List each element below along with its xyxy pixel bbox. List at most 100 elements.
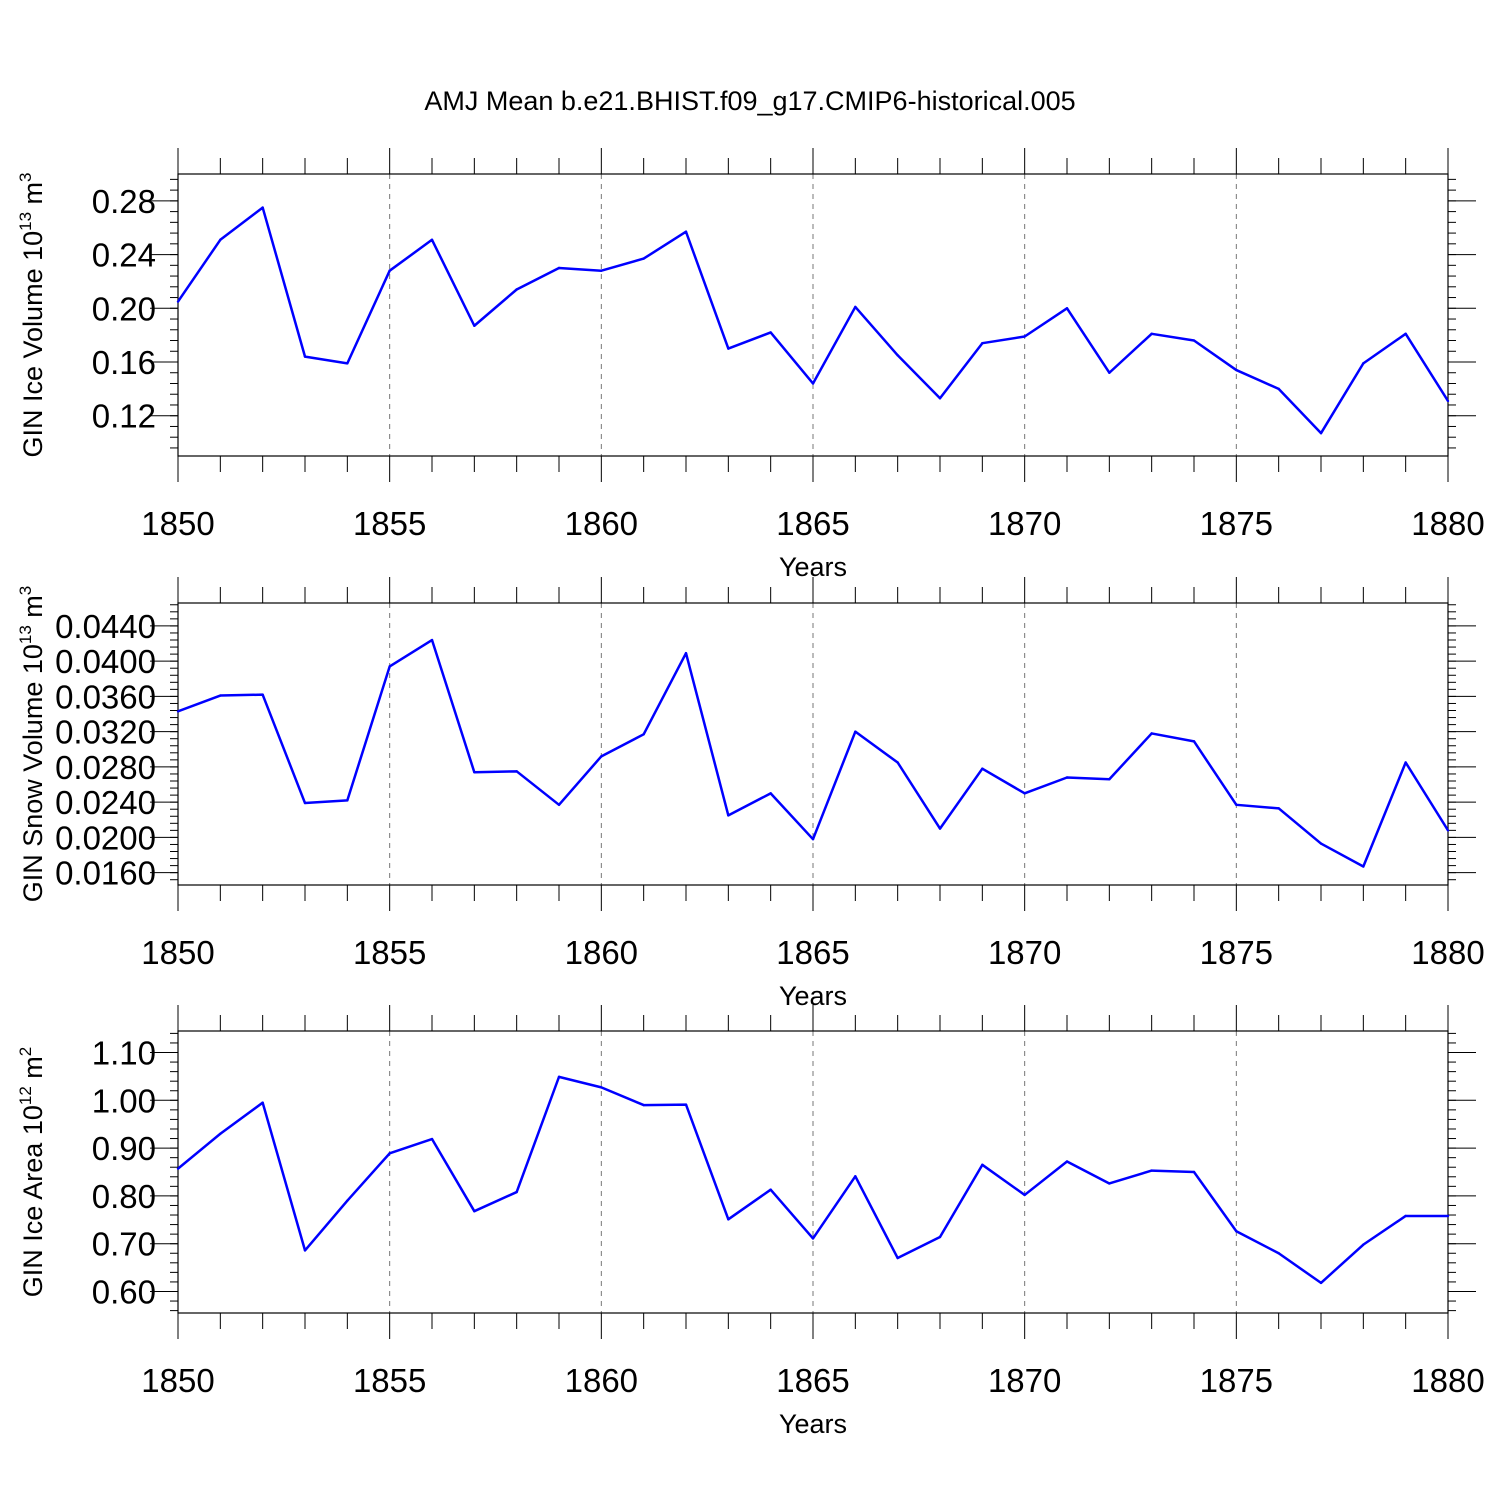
data-point (1319, 431, 1323, 435)
y-label-unit-exponent: 3 (16, 586, 35, 595)
x-tick-label: 1880 (1411, 934, 1484, 971)
data-point (219, 694, 222, 697)
y-label-unit-exponent: 3 (16, 172, 35, 181)
data-point (1108, 371, 1111, 374)
y-tick-label: 0.90 (92, 1130, 156, 1167)
data-point (854, 305, 857, 309)
data-point (981, 767, 984, 770)
panels: 0.12 0.16 0.20 0.24 0.28 1850 1855 1860 1865 1870… (16, 148, 1485, 1439)
x-tick-label: 1875 (1200, 1362, 1273, 1399)
panel-3: 0.60 0.70 0.80 0.90 1.00 1.10 1850 1855 1860 1865… (16, 1005, 1485, 1439)
x-tick-label: 1855 (353, 1362, 426, 1399)
data-point (430, 238, 434, 241)
data-point (811, 382, 815, 385)
y-tick-label: 0.0440 (55, 608, 156, 645)
data-point (642, 257, 645, 260)
y-tick-label: 0.0400 (55, 643, 156, 680)
data-point (1192, 339, 1196, 342)
y-label-unit: m (18, 595, 48, 625)
data-point (557, 1075, 561, 1079)
y-tick-label: 0.0240 (55, 784, 156, 821)
x-tick-label: 1865 (776, 1362, 849, 1399)
data-point (769, 1188, 772, 1191)
data-point (515, 1190, 518, 1194)
data-point (1023, 1193, 1026, 1197)
y-axis-label: GIN Snow Volume 1013 m3 (16, 586, 48, 903)
data-point (515, 288, 518, 291)
data-point (1362, 1243, 1365, 1246)
y-label-main: GIN Snow Volume 10 (18, 644, 48, 902)
data-point (811, 837, 815, 841)
x-tick-label: 1875 (1200, 505, 1273, 542)
y-label-main: GIN Ice Volume 10 (18, 231, 48, 458)
data-point (1108, 1182, 1111, 1185)
data-point (938, 827, 942, 830)
x-tick-label: 1865 (776, 934, 849, 971)
y-tick-label: 1.10 (92, 1035, 156, 1072)
data-point (346, 1199, 349, 1202)
data-point (811, 1237, 815, 1240)
x-tick-label: 1865 (776, 505, 849, 542)
data-point (769, 792, 772, 795)
y-label-exponent: 12 (16, 1086, 35, 1105)
data-point (1235, 368, 1238, 372)
data-point (557, 266, 561, 270)
data-point (473, 771, 476, 774)
data-point (303, 355, 307, 358)
data-point (346, 362, 349, 365)
y-axis-label: GIN Ice Area 1012 m2 (16, 1047, 48, 1298)
data-point (854, 730, 857, 733)
panel-1: 0.12 0.16 0.20 0.24 0.28 1850 1855 1860 1865 1870… (16, 148, 1485, 582)
data-point (600, 1086, 603, 1089)
data-point (557, 803, 561, 807)
x-tick-label: 1880 (1411, 505, 1484, 542)
data-point (1065, 307, 1069, 310)
data-point (1277, 1252, 1280, 1255)
data-point (219, 238, 222, 241)
y-tick-label: 0.0200 (55, 819, 156, 856)
data-point (1277, 387, 1280, 391)
y-tick-label: 0.70 (92, 1226, 156, 1263)
y-tick-label: 1.00 (92, 1082, 156, 1119)
data-point (727, 347, 730, 350)
data-point (1319, 842, 1323, 845)
data-point (1065, 776, 1069, 779)
data-point (1150, 732, 1153, 735)
data-point (176, 1167, 180, 1170)
data-point (769, 331, 772, 334)
data-point (684, 1103, 688, 1106)
x-tick-label: 1870 (988, 1362, 1061, 1399)
panel-2: 0.01600.02000.02400.02800.03200.03600.04… (16, 577, 1485, 1011)
data-point (981, 1163, 984, 1167)
y-label-unit-exponent: 2 (16, 1047, 35, 1056)
x-tick-label: 1860 (565, 934, 638, 971)
data-point (430, 1137, 434, 1141)
data-point (473, 1209, 476, 1213)
y-tick-label: 0.0160 (55, 855, 156, 892)
data-point (430, 638, 434, 642)
data-point (896, 761, 899, 764)
data-point (176, 300, 180, 303)
y-label-unit: m (18, 1056, 48, 1086)
data-point (854, 1175, 857, 1178)
data-point (642, 733, 645, 736)
y-label-main: GIN Ice Area 10 (18, 1105, 48, 1297)
x-tick-label: 1855 (353, 505, 426, 542)
y-tick-label: 0.12 (92, 398, 156, 435)
data-point (684, 230, 688, 233)
data-point (1192, 1170, 1196, 1174)
chart-title: AMJ Mean b.e21.BHIST.f09_g17.CMIP6-histo… (424, 86, 1075, 116)
data-point (261, 1101, 264, 1104)
y-tick-label: 0.0320 (55, 714, 156, 751)
data-point (303, 1249, 307, 1252)
y-tick-label: 0.24 (92, 237, 156, 274)
data-point (473, 324, 476, 327)
data-point (600, 269, 603, 272)
y-label-exponent: 13 (16, 212, 35, 231)
data-point (388, 1152, 391, 1155)
data-point (1277, 807, 1280, 810)
data-point (1235, 803, 1238, 807)
data-point (303, 801, 307, 805)
y-axis-label: GIN Ice Volume 1013 m3 (16, 172, 48, 457)
